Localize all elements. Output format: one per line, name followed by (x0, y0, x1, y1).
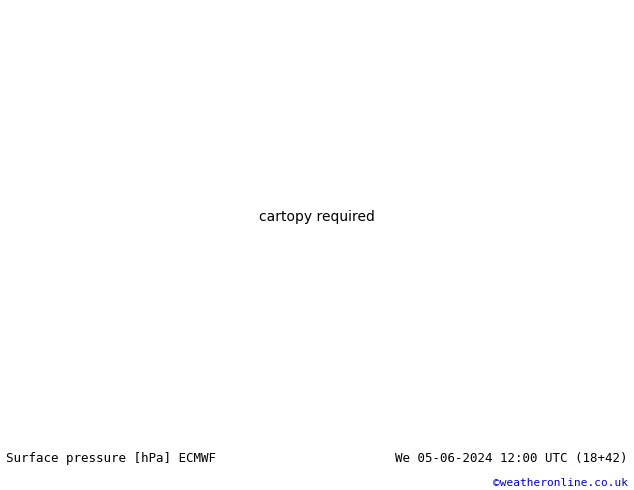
Text: We 05-06-2024 12:00 UTC (18+42): We 05-06-2024 12:00 UTC (18+42) (395, 452, 628, 465)
Text: ©weatheronline.co.uk: ©weatheronline.co.uk (493, 478, 628, 488)
Text: Surface pressure [hPa] ECMWF: Surface pressure [hPa] ECMWF (6, 452, 216, 465)
Text: cartopy required: cartopy required (259, 210, 375, 223)
